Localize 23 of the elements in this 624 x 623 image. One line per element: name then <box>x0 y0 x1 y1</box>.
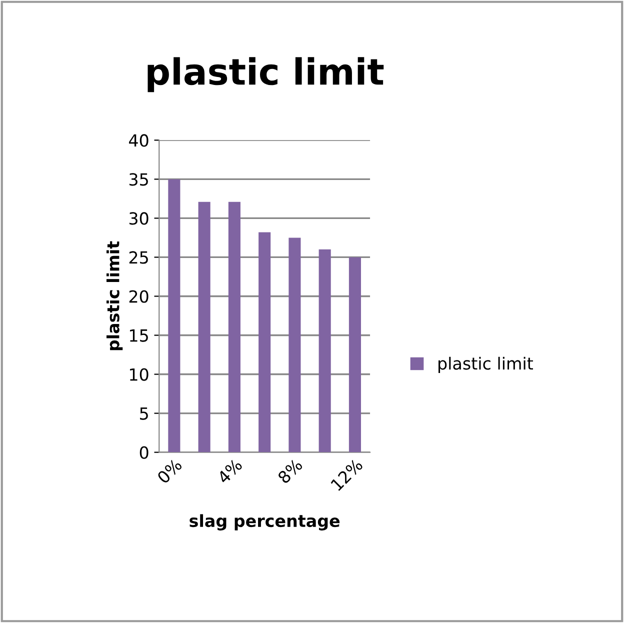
x-tick-label: 0% <box>156 458 183 484</box>
y-tick-label: 0 <box>140 446 148 459</box>
y-tick-label: 40 <box>129 134 148 147</box>
bar <box>228 202 240 452</box>
y-axis-title: plastic limit <box>106 241 123 350</box>
y-tick-label: 10 <box>130 368 148 381</box>
chart-title: plastic limit <box>148 57 384 92</box>
y-tick-label: 15 <box>130 329 148 342</box>
y-tick-label: 20 <box>129 290 148 303</box>
y-tick-label: 5 <box>140 407 148 420</box>
y-tick-label: 35 <box>129 173 148 186</box>
bar <box>258 232 271 452</box>
bar <box>348 257 361 452</box>
x-axis-title: slag percentage <box>190 514 340 530</box>
legend-label: plastic limit <box>438 356 534 373</box>
bar <box>318 249 331 452</box>
bar <box>288 238 301 452</box>
x-tick-label: 8% <box>277 458 304 484</box>
bar <box>168 179 180 452</box>
y-tick-label: 25 <box>129 251 148 264</box>
bar <box>198 202 210 452</box>
x-tick-label: 4% <box>216 458 243 484</box>
y-tick-label: 30 <box>129 212 148 225</box>
